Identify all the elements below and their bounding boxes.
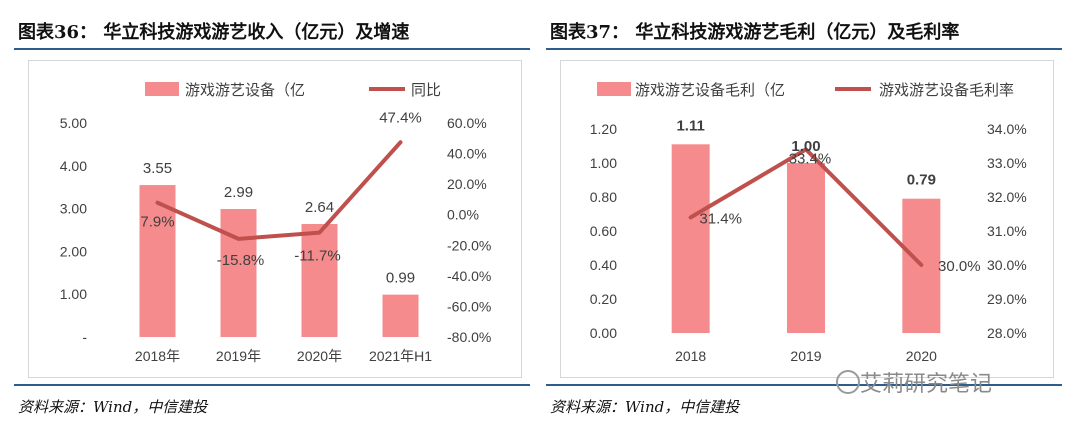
y-right-tick-label: 30.0% bbox=[987, 257, 1027, 273]
bar bbox=[139, 185, 176, 337]
y-right-tick-label: 32.0% bbox=[987, 189, 1027, 205]
y-left-tick-label: 0.20 bbox=[590, 291, 617, 307]
bar bbox=[671, 144, 710, 333]
figure-title: 图表36： 华立科技游戏游艺收入（亿元）及增速 bbox=[18, 22, 410, 43]
legend-swatch-bar bbox=[145, 82, 179, 96]
y-right-tick-label: -20.0% bbox=[447, 237, 491, 253]
x-tick-label: 2020年 bbox=[297, 348, 342, 364]
bar-data-label: 0.99 bbox=[386, 270, 415, 287]
y-left-tick-label: 2.00 bbox=[60, 243, 87, 259]
gross-profit-margin-chart: 游戏游艺设备毛利（亿 游戏游艺设备毛利率 0.00 0.20 0.40 0.60 0.80 1… bbox=[590, 82, 1027, 364]
x-tick-label: 2018年 bbox=[135, 348, 180, 364]
x-tick-label: 2020 bbox=[906, 348, 937, 364]
y-left-tick-label: 0.00 bbox=[590, 325, 617, 341]
x-tick-label: 2018 bbox=[675, 348, 706, 364]
x-tick-label: 2019 bbox=[790, 348, 821, 364]
legend-label-line: 游戏游艺设备毛利率 bbox=[879, 82, 1014, 99]
line-data-label: 33.4% bbox=[789, 150, 832, 167]
y-left-tick-label: 0.40 bbox=[590, 257, 617, 273]
y-right-tick-label: -60.0% bbox=[447, 298, 491, 314]
line-data-label: -15.8% bbox=[217, 252, 265, 269]
title-rule bbox=[14, 48, 530, 50]
line-data-label: 30.0% bbox=[938, 258, 981, 275]
watermark: 艾莉研究笔记 bbox=[860, 372, 993, 397]
bar-data-label: 2.64 bbox=[305, 199, 334, 216]
legend-label-line: 同比 bbox=[411, 82, 441, 99]
series-line bbox=[688, 147, 924, 267]
y-left-tick-label: 0.80 bbox=[590, 189, 617, 205]
revenue-growth-chart: 游戏游艺设备（亿 同比 - 1.00 2.00 3.00 4.00 5.00 -80.0% -60… bbox=[60, 82, 491, 364]
bar-data-label: 3.55 bbox=[143, 160, 172, 177]
source-note: 资料来源：Wind，中信建投 bbox=[550, 398, 740, 416]
bar bbox=[787, 163, 825, 333]
bar-data-label: 1.00 bbox=[791, 138, 820, 155]
y-left-tick-label: 0.60 bbox=[590, 223, 617, 239]
y-left-tick-label: 1.00 bbox=[60, 286, 87, 302]
y-left-tick-label: 5.00 bbox=[60, 115, 87, 131]
bar-data-label: 2.99 bbox=[224, 184, 253, 201]
x-tick-label: 2021年H1 bbox=[369, 348, 432, 364]
bar-data-label: 1.11 bbox=[676, 117, 704, 134]
y-right-tick-label: 60.0% bbox=[447, 115, 487, 131]
source-rule bbox=[14, 384, 530, 386]
legend-label-bar: 游戏游艺设备（亿 bbox=[185, 82, 305, 99]
chart-panel: 游戏游艺设备（亿 同比 - 1.00 2.00 3.00 4.00 5.00 -80.0% -60… bbox=[28, 60, 522, 378]
bar bbox=[301, 224, 338, 337]
legend-swatch-bar bbox=[597, 82, 631, 96]
y-right-tick-label: -40.0% bbox=[447, 268, 491, 284]
bar-data-label: 0.79 bbox=[907, 172, 936, 189]
line-data-label: 7.9% bbox=[140, 214, 174, 231]
figure-37: 图表37： 华立科技游戏游艺毛利（亿元）及毛利率 游戏游艺设备毛利（亿 游戏游艺设… bbox=[546, 0, 1062, 428]
y-right-tick-label: 0.0% bbox=[447, 207, 479, 223]
figure-title: 图表37： 华立科技游戏游艺毛利（亿元）及毛利率 bbox=[550, 22, 960, 43]
line-data-label: 31.4% bbox=[699, 210, 742, 227]
y-right-tick-label: 20.0% bbox=[447, 176, 487, 192]
title-rule bbox=[546, 48, 1062, 50]
y-right-tick-label: 28.0% bbox=[987, 325, 1027, 341]
figure-36: 图表36： 华立科技游戏游艺收入（亿元）及增速 游戏游艺设备（亿 同比 - 1.00 2… bbox=[14, 0, 530, 428]
bar bbox=[220, 209, 257, 337]
y-left-tick-label: 4.00 bbox=[60, 158, 87, 174]
y-right-tick-label: -80.0% bbox=[447, 329, 491, 345]
y-right-tick-label: 31.0% bbox=[987, 223, 1027, 239]
source-rule bbox=[546, 384, 1062, 386]
y-left-tick-label: - bbox=[82, 329, 87, 345]
source-note: 资料来源：Wind，中信建投 bbox=[18, 398, 208, 416]
y-right-tick-label: 29.0% bbox=[987, 291, 1027, 307]
chart-panel: 游戏游艺设备毛利（亿 游戏游艺设备毛利率 0.00 0.20 0.40 0.60 0.80 1… bbox=[560, 60, 1054, 378]
bar bbox=[382, 294, 419, 337]
y-left-tick-label: 1.00 bbox=[590, 155, 617, 171]
y-right-tick-label: 40.0% bbox=[447, 146, 487, 162]
line-data-label: 47.4% bbox=[379, 109, 422, 126]
y-left-tick-label: 1.20 bbox=[590, 121, 617, 137]
legend-label-bar: 游戏游艺设备毛利（亿 bbox=[635, 82, 785, 99]
y-right-tick-label: 33.0% bbox=[987, 155, 1027, 171]
series-line bbox=[155, 140, 403, 241]
x-tick-label: 2019年 bbox=[216, 348, 261, 364]
y-left-tick-label: 3.00 bbox=[60, 201, 87, 217]
line-data-label: -11.7% bbox=[294, 248, 340, 265]
wechat-icon bbox=[836, 370, 860, 394]
y-right-tick-label: 34.0% bbox=[987, 121, 1027, 137]
